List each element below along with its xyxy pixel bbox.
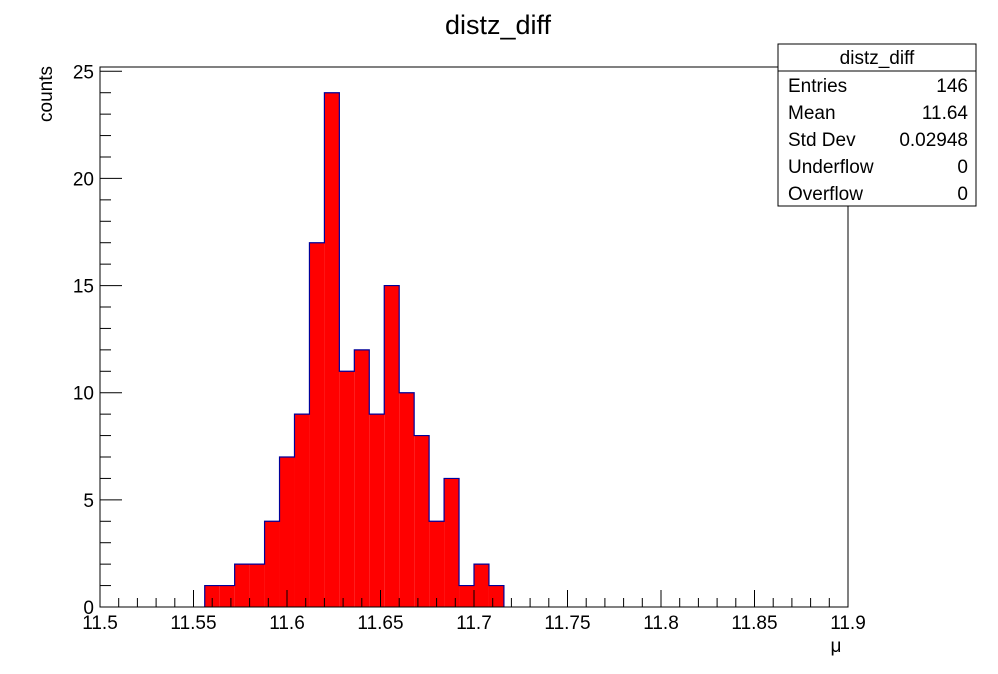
stats-value-underflow: 0	[957, 157, 968, 178]
histogram-bin	[369, 414, 385, 607]
y-tick-label: 20	[73, 169, 94, 190]
x-tick-label: 11.7	[456, 613, 492, 634]
histogram-bin	[219, 585, 235, 607]
stats-box: distz_diff Entries 146 Mean 11.64 Std De…	[777, 43, 977, 207]
histogram-bin	[309, 242, 325, 607]
stats-value-entries: 146	[936, 76, 968, 97]
histogram-bin	[339, 371, 355, 607]
stats-label-underflow: Underflow	[788, 157, 874, 178]
histogram-bars	[204, 92, 505, 607]
stats-label-overflow: Overflow	[788, 184, 863, 205]
y-tick-label: 5	[83, 491, 94, 512]
stats-value-overflow: 0	[957, 184, 968, 205]
histogram-bin	[264, 521, 280, 607]
x-tick-label: 11.65	[357, 613, 403, 634]
histogram-bin	[249, 564, 265, 607]
stats-value-std-dev: 0.02948	[899, 130, 968, 151]
x-axis-tick-labels: 11.5 11.55 11.6 11.65 11.7 11.75 11.8 11.85 11.9	[82, 613, 866, 634]
x-tick-label: 11.9	[830, 613, 866, 634]
stats-label-mean: Mean	[788, 103, 836, 124]
y-axis-label: counts	[36, 66, 57, 122]
histogram-bin	[414, 435, 430, 607]
y-axis-tick-labels: 0 5 10 15 20 25	[73, 62, 94, 619]
histogram-bin	[384, 285, 400, 607]
histogram-bin	[324, 92, 340, 607]
y-tick-label: 25	[73, 62, 94, 83]
histogram-bin	[204, 585, 220, 607]
histogram-bin	[474, 564, 489, 607]
y-axis-ticks	[100, 70, 122, 608]
stats-box-title: distz_diff	[840, 48, 915, 69]
y-tick-label: 15	[73, 277, 94, 298]
stats-label-std-dev: Std Dev	[788, 130, 856, 151]
x-axis-label: μ	[831, 636, 842, 657]
histogram-bin	[279, 457, 295, 607]
histogram-bin	[399, 392, 415, 607]
histogram-bin	[429, 521, 445, 607]
stats-value-mean: 11.64	[922, 103, 969, 124]
x-tick-label: 11.85	[731, 613, 777, 634]
y-tick-label: 10	[73, 384, 94, 405]
chart-title: distz_diff	[445, 10, 552, 40]
histogram-bin	[294, 414, 310, 607]
histogram-bin	[488, 585, 504, 607]
x-tick-label: 11.55	[170, 613, 216, 634]
x-tick-label: 11.5	[82, 613, 118, 634]
x-tick-label: 11.75	[544, 613, 590, 634]
stats-label-entries: Entries	[788, 76, 847, 97]
histogram-bin	[459, 585, 474, 607]
histogram-bin	[354, 349, 370, 607]
x-axis-ticks	[99, 590, 849, 607]
histogram-outline	[204, 92, 505, 607]
histogram-bin	[234, 564, 250, 607]
x-tick-label: 11.6	[269, 613, 305, 634]
x-tick-label: 11.8	[643, 613, 679, 634]
y-tick-label: 0	[83, 598, 94, 619]
histogram-bin	[444, 478, 460, 607]
